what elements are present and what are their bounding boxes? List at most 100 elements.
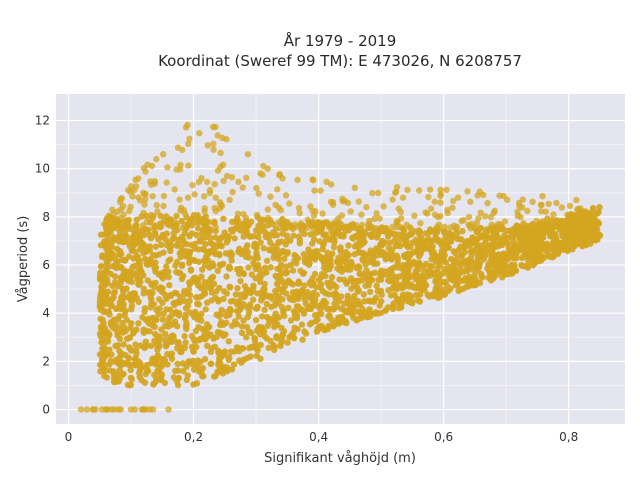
data-point [314,311,321,318]
data-point [373,282,380,289]
data-point [220,177,227,184]
data-point [319,210,326,217]
data-point [278,225,285,232]
data-point [278,336,286,343]
data-point [456,235,463,243]
data-point [104,223,112,230]
data-point [126,242,133,250]
data-point [404,291,411,298]
data-point [180,367,187,375]
data-point [139,314,146,321]
data-point [162,330,169,338]
data-point [413,247,420,254]
data-point [227,348,235,355]
data-point [589,208,596,215]
data-point [180,207,188,214]
data-point [143,364,150,372]
data-point [220,215,227,222]
data-point [510,266,518,274]
data-point [225,338,232,345]
data-point [455,260,463,267]
data-point [219,161,227,168]
data-point [126,268,133,275]
data-point [525,250,532,257]
data-point [257,239,264,246]
data-point [98,283,105,290]
data-point [234,285,241,292]
data-point [121,294,128,301]
data-point [219,134,226,142]
y-tick-label: 2 [42,354,50,368]
data-point [98,263,105,270]
data-point [544,216,551,223]
data-point [488,221,495,228]
data-point [154,346,161,353]
data-point [290,232,297,239]
data-point [558,204,566,211]
data-point [203,321,211,328]
data-point [273,245,280,252]
data-point [174,381,182,389]
data-point [248,329,255,337]
data-point [244,151,252,158]
data-point [128,347,135,354]
data-point [191,191,198,198]
data-point [202,331,210,338]
data-point [211,218,218,225]
data-point [103,406,111,413]
data-point [131,406,139,413]
data-point [149,193,156,200]
data-point [355,249,362,256]
data-point [443,186,450,194]
data-point [141,191,148,198]
data-point [133,216,140,223]
data-point [354,288,361,295]
data-point [255,233,262,241]
data-point [373,234,381,241]
data-point [212,294,219,301]
data-point [537,247,544,254]
data-point [104,280,111,287]
data-point [166,222,173,229]
data-point [299,336,306,343]
x-tick-label: 0,2 [184,430,203,444]
data-point [310,177,317,184]
data-point [551,222,559,230]
data-point [450,277,457,284]
data-point [436,257,443,264]
data-point [142,196,149,203]
data-point [261,333,268,340]
data-point [275,239,282,246]
data-point [464,257,471,264]
data-point [380,203,387,210]
data-point [150,381,157,388]
data-point [226,353,233,361]
data-point [450,197,457,205]
data-point [378,271,386,278]
data-point [343,280,350,287]
data-point [418,234,425,241]
data-point [417,220,424,227]
data-point [267,337,274,345]
data-point [199,266,206,273]
data-point [163,263,170,270]
data-point [454,194,462,201]
data-point [201,257,208,264]
data-point [229,188,236,196]
data-point [529,222,536,230]
data-point [133,272,140,280]
data-point [97,269,104,276]
data-point [412,267,420,274]
data-point [369,189,376,197]
x-tick-label: 0,8 [559,430,578,444]
data-point [345,242,352,249]
data-point [151,223,158,231]
data-point [202,240,209,248]
data-point [323,178,330,185]
data-point [146,243,153,250]
data-point [109,250,116,257]
data-point [267,318,275,325]
data-point [182,339,189,346]
data-point [565,224,572,231]
data-point [487,213,495,221]
